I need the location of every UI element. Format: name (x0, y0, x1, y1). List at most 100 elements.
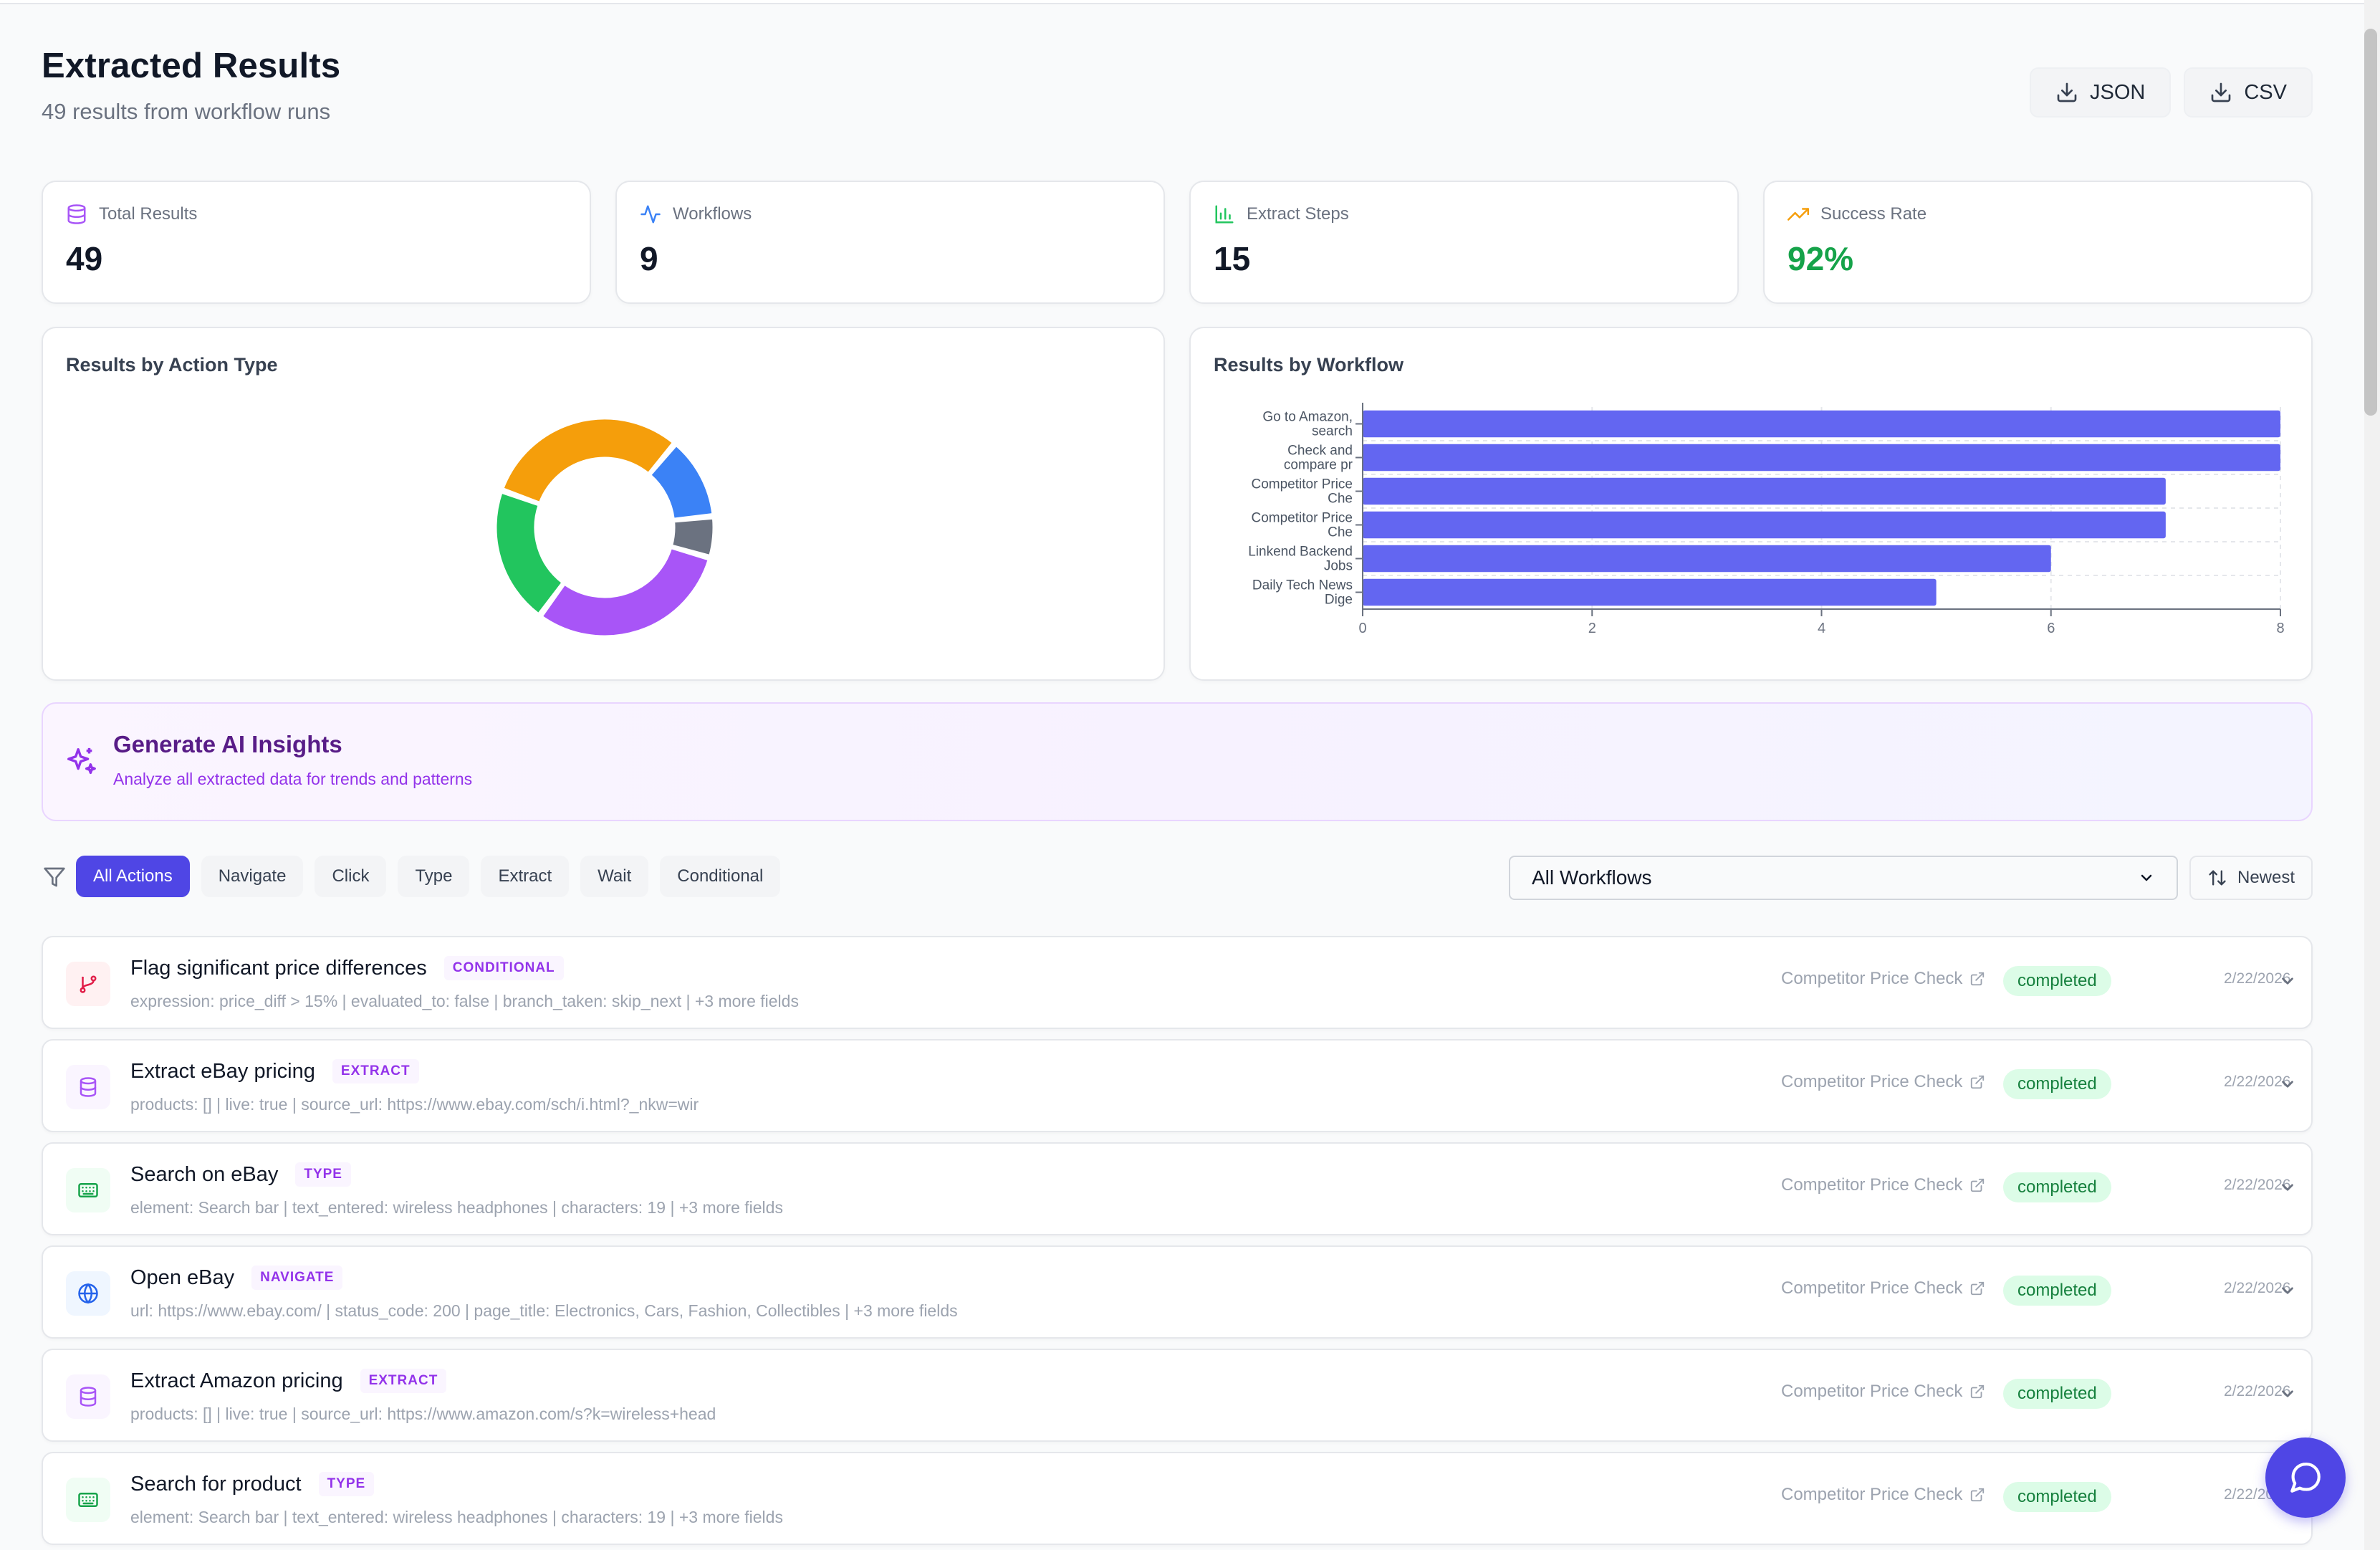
y-tick-label: Jobs (1324, 559, 1353, 574)
chip-click[interactable]: Click (315, 856, 387, 897)
donut-chart (494, 417, 715, 638)
result-row[interactable]: Extract eBay pricing EXTRACT products: [… (42, 1039, 2313, 1132)
stat-card-workflows: Workflows 9 (615, 181, 1165, 304)
row-summary: url: https://www.ebay.com/ | status_code… (130, 1301, 958, 1320)
row-title: Search on eBay (130, 1162, 279, 1186)
row-title-line: Extract Amazon pricing EXTRACT (130, 1369, 447, 1393)
workflow-link[interactable]: Competitor Price Check (1781, 969, 1985, 989)
row-date: 2/22/2026 (2224, 970, 2291, 987)
row-summary: expression: price_diff > 15% | evaluated… (130, 992, 799, 1010)
action-type-badge: EXTRACT (360, 1369, 447, 1393)
workflow-link-label: Competitor Price Check (1781, 1382, 1963, 1401)
bar[interactable] (1363, 545, 2051, 573)
row-icon-box (66, 962, 110, 1006)
stat-label: Total Results (99, 204, 198, 224)
bar[interactable] (1363, 444, 2280, 472)
row-title: Flag significant price differences (130, 956, 427, 980)
row-title-line: Open eBay NAVIGATE (130, 1266, 343, 1290)
y-tick-label: search (1312, 424, 1353, 439)
row-summary: products: [] | live: true | source_url: … (130, 1405, 716, 1423)
result-row[interactable]: Search on eBay TYPE element: Search bar … (42, 1142, 2313, 1235)
chip-type[interactable]: Type (398, 856, 470, 897)
external-link-icon (1971, 1178, 1985, 1192)
row-title: Open eBay (130, 1266, 235, 1289)
sort-button[interactable]: Newest (2189, 856, 2313, 900)
status-badge: completed (2003, 966, 2111, 996)
page-header: Extracted Results 49 results from workfl… (42, 46, 2313, 139)
y-tick-label: Dige (1325, 593, 1353, 608)
row-date: 2/22/2026 (2224, 1177, 2291, 1193)
result-row[interactable]: Flag significant price differences CONDI… (42, 936, 2313, 1029)
x-tick-label: 6 (2047, 621, 2055, 636)
chart-title: Results by Action Type (66, 354, 278, 375)
ai-insights-banner[interactable]: Generate AI Insights Analyze all extract… (42, 702, 2313, 821)
workflow-link[interactable]: Competitor Price Check (1781, 1072, 1985, 1092)
bar-chart: 0 2 4 6 8 Go to Amazon,search Check andcompare… (1248, 403, 2285, 636)
stat-value: 9 (640, 240, 658, 277)
page-title: Extracted Results (42, 47, 341, 85)
database-icon (67, 204, 86, 224)
row-summary: products: [] | live: true | source_url: … (130, 1095, 699, 1114)
stat-value: 15 (1214, 240, 1251, 277)
bar[interactable] (1363, 410, 2280, 438)
donut-slice[interactable] (648, 444, 714, 520)
keyboard-icon (77, 1180, 99, 1201)
chip-all-actions[interactable]: All Actions (76, 856, 190, 897)
status-badge: completed (2003, 1276, 2111, 1306)
chat-button[interactable] (2265, 1437, 2346, 1518)
workflow-link[interactable]: Competitor Price Check (1781, 1175, 1985, 1195)
scrollbar-thumb[interactable] (2364, 29, 2377, 416)
workflow-link-label: Competitor Price Check (1781, 969, 1963, 988)
filter-bar: All Actions Navigate Click Type Extract … (42, 856, 2313, 903)
status-badge: completed (2003, 1172, 2111, 1202)
bar[interactable] (1363, 511, 2166, 539)
chevron-down-icon[interactable] (2278, 1075, 2297, 1094)
stat-card-success-rate: Success Rate 92% (1763, 181, 2313, 304)
workflow-link-label: Competitor Price Check (1781, 1175, 1963, 1195)
workflow-link[interactable]: Competitor Price Check (1781, 1382, 1985, 1402)
row-title: Extract eBay pricing (130, 1059, 315, 1083)
status-badge: completed (2003, 1482, 2111, 1512)
workflow-select[interactable]: All Workflows (1509, 856, 2178, 900)
filter-icon (44, 867, 65, 887)
donut-slice[interactable] (670, 517, 715, 558)
y-tick-label: compare pr (1284, 458, 1353, 473)
donut-slice[interactable] (502, 417, 675, 504)
chip-conditional[interactable]: Conditional (660, 856, 781, 897)
workflow-link[interactable]: Competitor Price Check (1781, 1278, 1985, 1298)
result-row[interactable]: Search for product TYPE element: Search … (42, 1452, 2313, 1545)
bar[interactable] (1363, 578, 1937, 606)
bar[interactable] (1363, 477, 2166, 505)
results-list: Flag significant price differences CONDI… (42, 936, 2313, 1550)
stat-label: Success Rate (1820, 204, 1927, 224)
stat-card-extract-steps: Extract Steps 15 (1189, 181, 1739, 304)
status-badge: completed (2003, 1069, 2111, 1099)
chevron-down-icon[interactable] (2278, 972, 2297, 990)
workflow-link-label: Competitor Price Check (1781, 1278, 1963, 1298)
result-row[interactable]: Open eBay NAVIGATE url: https://www.ebay… (42, 1245, 2313, 1339)
donut-slice[interactable] (540, 546, 711, 638)
chevron-down-icon[interactable] (2278, 1178, 2297, 1197)
activity-icon (640, 205, 661, 224)
row-title-line: Search for product TYPE (130, 1472, 375, 1496)
export-json-button[interactable]: JSON (2030, 67, 2172, 118)
chip-extract[interactable]: Extract (481, 856, 570, 897)
chevron-down-icon[interactable] (2278, 1281, 2297, 1300)
result-row[interactable]: Extract Amazon pricing EXTRACT products:… (42, 1349, 2313, 1442)
chevron-down-icon[interactable] (2278, 1384, 2297, 1403)
export-csv-button[interactable]: CSV (2184, 67, 2313, 118)
action-type-badge: NAVIGATE (251, 1266, 343, 1290)
stat-label-row: Extract Steps (1214, 204, 1714, 225)
row-title-line: Extract eBay pricing EXTRACT (130, 1059, 419, 1083)
workflow-link[interactable]: Competitor Price Check (1781, 1485, 1985, 1505)
stat-label: Extract Steps (1247, 204, 1349, 224)
stat-value: 92% (1788, 240, 1854, 277)
chip-navigate[interactable]: Navigate (201, 856, 304, 897)
charts-row: Results by Action Type Results by Workfl… (42, 327, 2313, 681)
donut-slice[interactable] (494, 491, 565, 616)
stat-label: Workflows (673, 204, 752, 224)
x-tick-label: 8 (2276, 621, 2284, 636)
chart-title: Results by Workflow (1214, 354, 1404, 375)
chip-wait[interactable]: Wait (580, 856, 649, 897)
y-tick-label: Go to Amazon, (1262, 410, 1353, 425)
